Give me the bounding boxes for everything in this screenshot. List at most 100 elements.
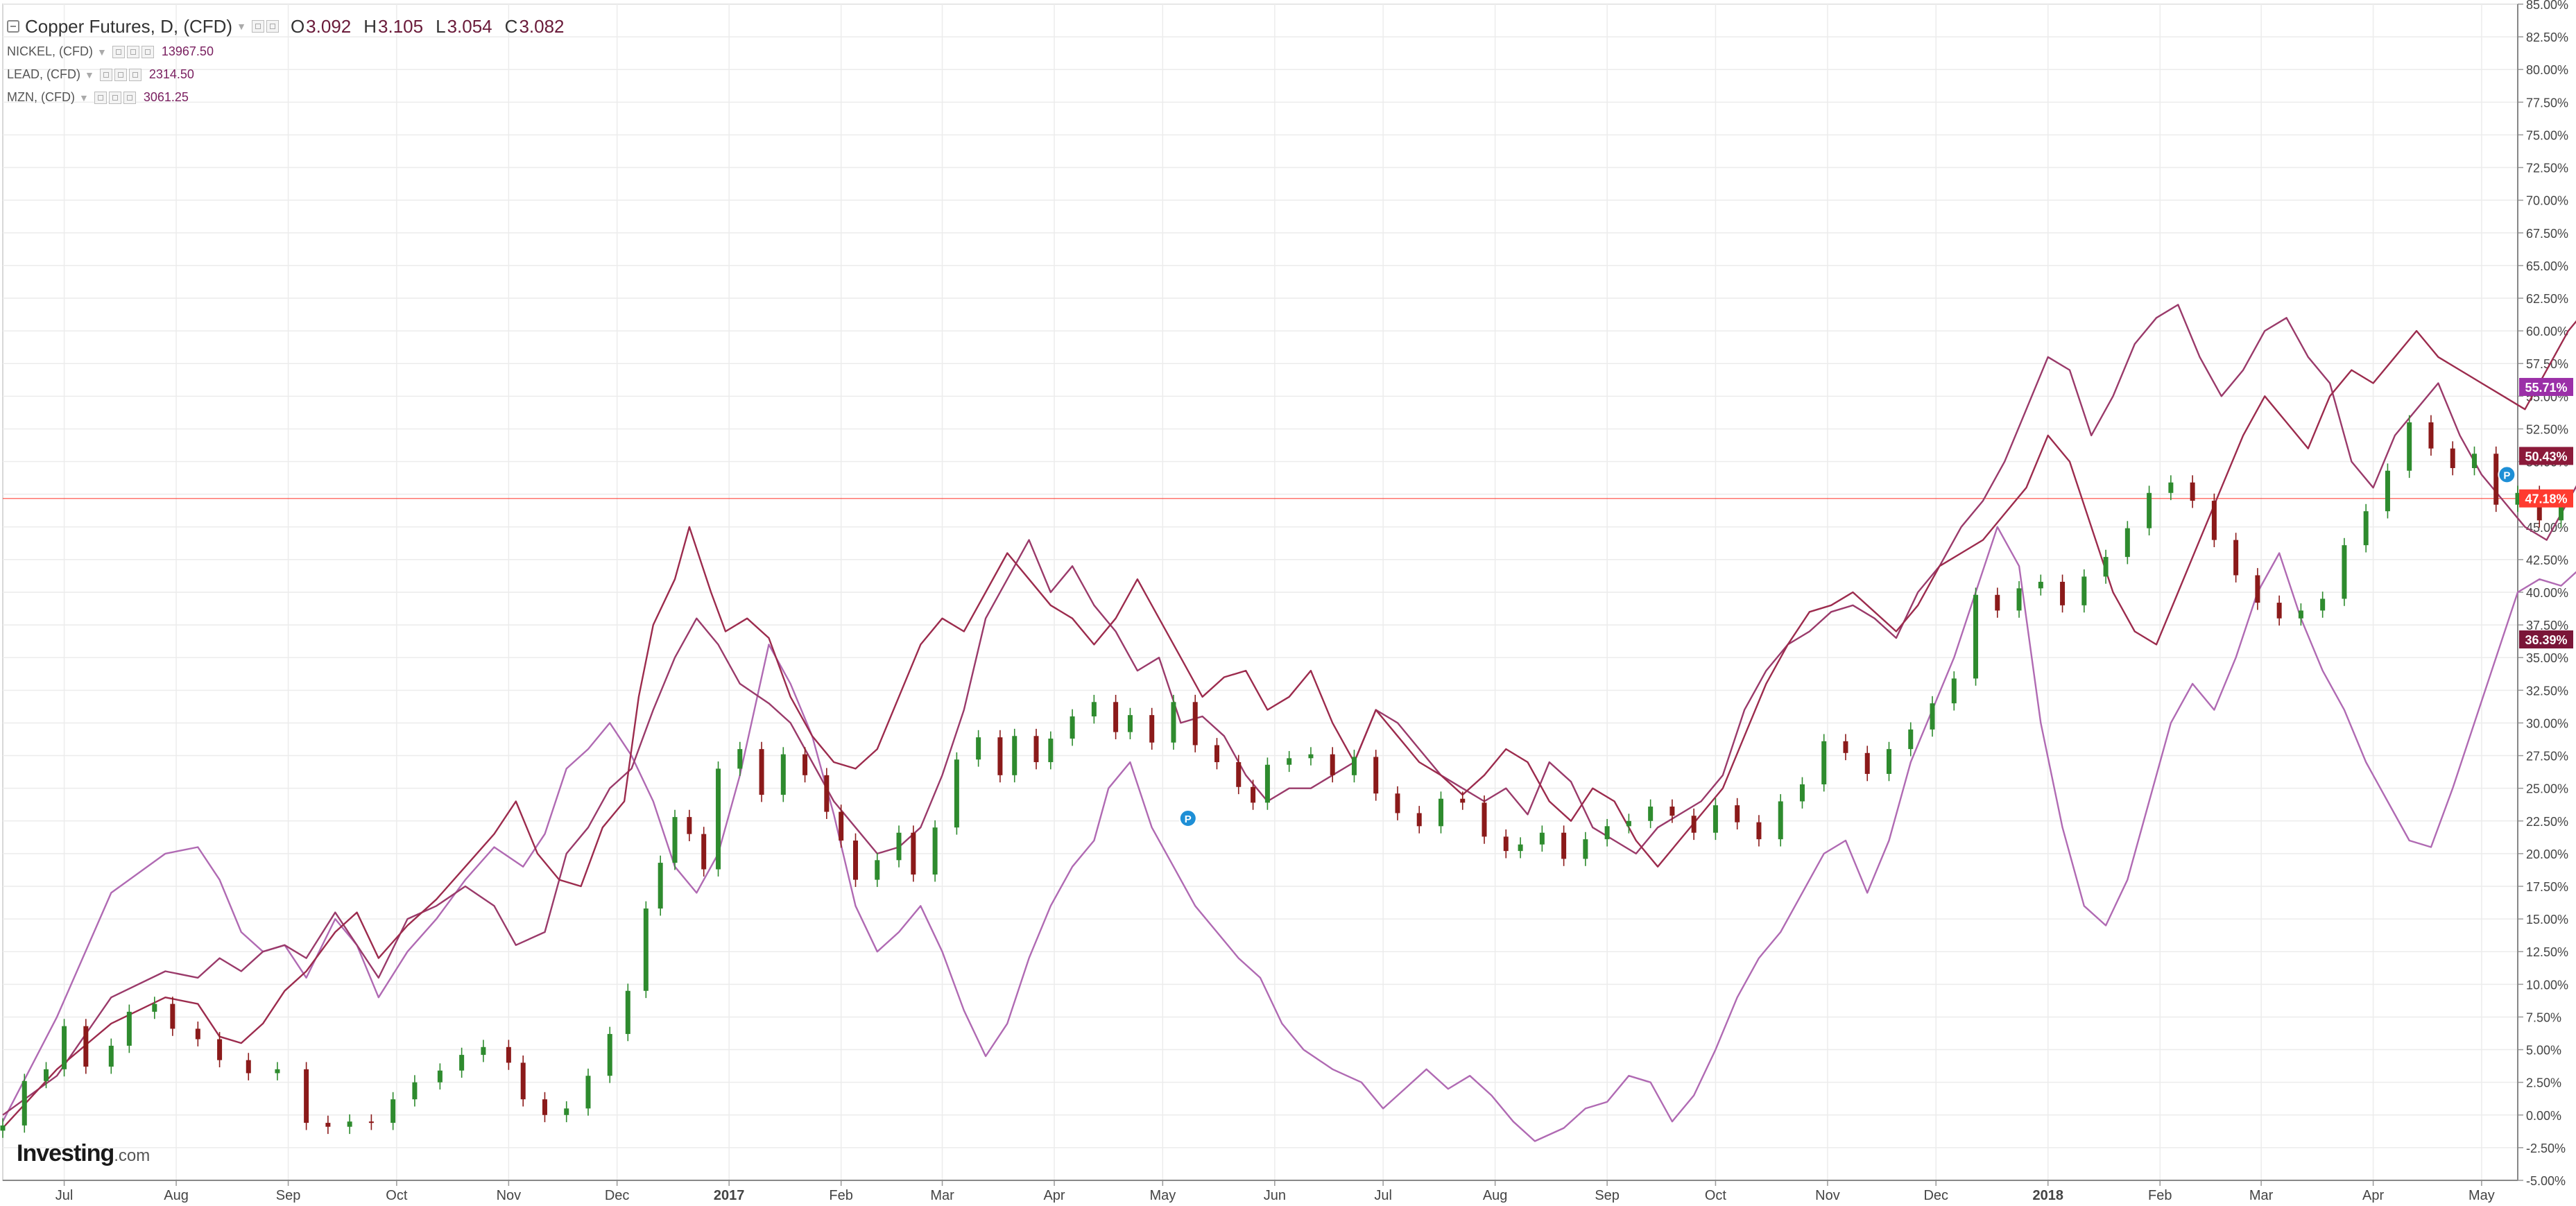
- settings-icon[interactable]: [99, 68, 112, 81]
- candle-body: [1821, 741, 1827, 785]
- visibility-icon[interactable]: [108, 91, 121, 104]
- candle-body: [564, 1108, 569, 1115]
- x-tick-label: Apr: [1043, 1188, 1065, 1203]
- y-tick-label: 25.00%: [2526, 782, 2568, 796]
- x-tick-label: Apr: [2362, 1188, 2384, 1203]
- current-price-badge: [2519, 489, 2573, 508]
- current-price-badge-label: 47.18%: [2525, 492, 2567, 506]
- symbol-dropdown-icon[interactable]: ▼: [237, 21, 246, 32]
- high-label: H: [363, 15, 377, 37]
- logo-suffix: .com: [114, 1146, 151, 1165]
- visibility-icon[interactable]: [266, 20, 279, 33]
- candle-body: [643, 908, 649, 991]
- candle-body: [2190, 482, 2195, 501]
- last-value-badge-nickel: [2519, 377, 2573, 396]
- x-tick-label: Jul: [55, 1188, 74, 1203]
- candle-body: [1113, 702, 1119, 732]
- compare-symbol-label[interactable]: NICKEL, (CFD): [7, 44, 94, 58]
- compare-legend-nickel: NICKEL, (CFD) ▼ 13967.50: [7, 40, 567, 63]
- candle-body: [246, 1060, 251, 1074]
- candle-body: [2493, 454, 2499, 505]
- candle-body: [997, 737, 1003, 775]
- compare-dropdown-icon[interactable]: ▼: [85, 69, 94, 80]
- candle-body: [1951, 678, 1957, 704]
- compare-symbol-label[interactable]: MZN, (CFD): [7, 90, 75, 104]
- last-value-badge-lead-label: 50.43%: [2525, 449, 2567, 463]
- remove-icon[interactable]: [123, 91, 136, 104]
- x-tick-label: Aug: [164, 1188, 189, 1203]
- y-tick-label: 42.50%: [2526, 553, 2568, 567]
- settings-icon[interactable]: [94, 91, 107, 104]
- open-value: 3.092: [306, 15, 352, 37]
- remove-icon[interactable]: [128, 68, 141, 81]
- y-tick-label: 75.00%: [2526, 128, 2568, 142]
- settings-icon[interactable]: [112, 45, 125, 58]
- candle-body: [368, 1121, 374, 1123]
- candle-body: [2450, 448, 2455, 468]
- candle-body: [2168, 482, 2174, 493]
- candle-body: [1149, 715, 1155, 743]
- candle-body: [911, 832, 916, 875]
- chart-legend: Copper Futures, D, (CFD) ▼ O 3.092 H 3.105…: [7, 12, 567, 109]
- candle-body: [2559, 497, 2564, 521]
- last-value-badge-mzn-label: 36.39%: [2525, 633, 2567, 647]
- x-tick-label: Sep: [1595, 1188, 1620, 1203]
- candle-body: [304, 1069, 309, 1123]
- x-tick-label: Feb: [2148, 1188, 2172, 1203]
- candle-body: [1669, 807, 1675, 816]
- y-tick-label: 12.50%: [2526, 945, 2568, 959]
- main-symbol-label[interactable]: Copper Futures, D, (CFD): [25, 15, 233, 37]
- candle-body: [2255, 575, 2260, 603]
- y-tick-label: 5.00%: [2526, 1044, 2561, 1058]
- candle-body: [217, 1039, 223, 1060]
- candle-body: [585, 1076, 591, 1109]
- candle-body: [481, 1046, 486, 1056]
- candle-body: [2124, 528, 2130, 558]
- compare-dropdown-icon[interactable]: ▼: [78, 92, 89, 103]
- y-tick-label: 80.00%: [2526, 63, 2568, 77]
- compare-symbol-label[interactable]: LEAD, (CFD): [7, 67, 81, 81]
- candle-body: [83, 1026, 89, 1067]
- candle-body: [2103, 557, 2109, 577]
- candle-body: [1518, 844, 1523, 852]
- y-tick-label: 67.50%: [2526, 227, 2568, 241]
- candle-body: [2385, 470, 2390, 512]
- candle-body: [1648, 807, 1654, 821]
- candle-body: [2428, 422, 2434, 449]
- candle-body: [1373, 757, 1379, 794]
- compare-legend-lead: LEAD, (CFD) ▼ 2314.50: [7, 63, 567, 86]
- candle-body: [1236, 761, 1242, 787]
- candle-body: [1351, 757, 1357, 775]
- last-value-badge-nickel-label: 55.71%: [2525, 381, 2567, 395]
- candle-body: [672, 817, 678, 863]
- visibility-icon[interactable]: [114, 68, 127, 81]
- collapse-legend-icon[interactable]: [7, 20, 19, 33]
- candle-body: [1091, 702, 1097, 717]
- candle-body: [1973, 594, 1979, 679]
- candle-body: [824, 775, 830, 812]
- candle-body: [1908, 729, 1914, 750]
- candle-body: [1604, 826, 1610, 840]
- remove-icon[interactable]: [141, 45, 154, 58]
- x-tick-label: Sep: [276, 1188, 301, 1203]
- y-tick-label: 20.00%: [2526, 847, 2568, 861]
- y-tick-label: 22.50%: [2526, 815, 2568, 829]
- visibility-icon[interactable]: [126, 45, 139, 58]
- settings-icon[interactable]: [251, 20, 264, 33]
- candle-body: [1482, 802, 1487, 837]
- candle-body: [1214, 745, 1219, 762]
- candle-body: [1438, 798, 1443, 827]
- y-tick-label: 2.50%: [2526, 1076, 2561, 1090]
- x-tick-label: Aug: [1483, 1188, 1508, 1203]
- close-value: 3.082: [519, 15, 565, 37]
- y-tick-label: 60.00%: [2526, 325, 2568, 338]
- candle-body: [1995, 594, 2000, 611]
- candle-body: [976, 737, 981, 760]
- candle-body: [1843, 741, 1848, 753]
- candle-body: [1127, 715, 1133, 732]
- compare-value: 13967.50: [161, 44, 214, 58]
- candle-body: [347, 1121, 352, 1127]
- candle-body: [1308, 754, 1314, 759]
- compare-dropdown-icon[interactable]: ▼: [97, 46, 107, 58]
